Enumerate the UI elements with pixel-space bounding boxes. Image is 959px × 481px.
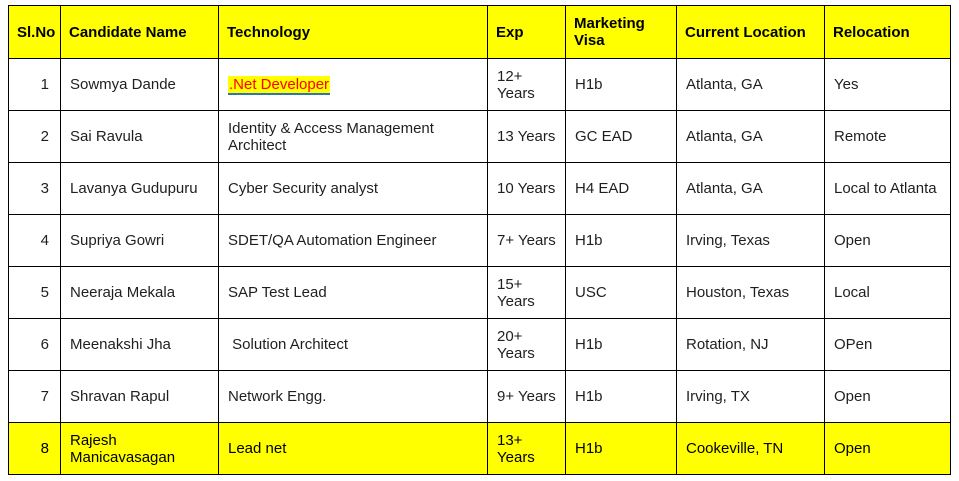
cell-candidate-name: Neeraja Mekala xyxy=(60,266,219,319)
cell-exp: 9+ Years xyxy=(487,370,566,423)
cell-marketing-visa: GC EAD xyxy=(565,110,677,163)
table-row: 6 Meenakshi Jha Solution Architect 20+ Yea… xyxy=(8,318,951,371)
cell-marketing-visa: H4 EAD xyxy=(565,162,677,215)
table-body: 1 Sowmya Dande .Net Developer 12+ Years H1b A… xyxy=(8,58,951,475)
cell-relocation: Open xyxy=(824,370,951,423)
table-row: 4 Supriya Gowri SDET/QA Automation Enginee… xyxy=(8,214,951,267)
cell-marketing-visa: H1b xyxy=(565,58,677,111)
cell-marketing-visa: USC xyxy=(565,266,677,319)
cell-exp: 12+ Years xyxy=(487,58,566,111)
cell-marketing-visa: H1b xyxy=(565,318,677,371)
cell-sl-no: 2 xyxy=(8,110,61,163)
column-header-marketing-visa: Marketing Visa xyxy=(565,5,677,59)
cell-exp: 13 Years xyxy=(487,110,566,163)
cell-relocation: OPen xyxy=(824,318,951,371)
cell-candidate-name: Sowmya Dande xyxy=(60,58,219,111)
cell-candidate-name: Lavanya Gudupuru xyxy=(60,162,219,215)
cell-technology: SDET/QA Automation Engineer xyxy=(218,214,488,267)
cell-sl-no: 8 xyxy=(8,422,61,475)
cell-exp: 13+ Years xyxy=(487,422,566,475)
cell-exp: 10 Years xyxy=(487,162,566,215)
header-row: Sl.No Candidate Name Technology Exp Marketin… xyxy=(8,5,951,59)
candidates-table: Sl.No Candidate Name Technology Exp Marketin… xyxy=(8,5,951,475)
cell-current-location: Atlanta, GA xyxy=(676,162,825,215)
cell-candidate-name: Shravan Rapul xyxy=(60,370,219,423)
table-row: 2 Sai Ravula Identity & Access Management … xyxy=(8,110,951,163)
cell-sl-no: 4 xyxy=(8,214,61,267)
cell-technology: SAP Test Lead xyxy=(218,266,488,319)
cell-technology: Lead net xyxy=(218,422,488,475)
column-header-relocation: Relocation xyxy=(824,5,951,59)
cell-technology: .Net Developer xyxy=(218,58,488,111)
cell-technology: Identity & Access Management Architect xyxy=(218,110,488,163)
column-header-technology: Technology xyxy=(218,5,488,59)
table-row: 7 Shravan Rapul Network Engg. 9+ Years H1b Ir… xyxy=(8,370,951,423)
cell-sl-no: 1 xyxy=(8,58,61,111)
cell-current-location: Houston, Texas xyxy=(676,266,825,319)
cell-marketing-visa: H1b xyxy=(565,422,677,475)
cell-exp: 7+ Years xyxy=(487,214,566,267)
cell-sl-no: 5 xyxy=(8,266,61,319)
cell-current-location: Rotation, NJ xyxy=(676,318,825,371)
cell-relocation: Local to Atlanta xyxy=(824,162,951,215)
cell-technology: Solution Architect xyxy=(218,318,488,371)
cell-candidate-name: Rajesh Manicavasagan xyxy=(60,422,219,475)
cell-current-location: Atlanta, GA xyxy=(676,110,825,163)
column-header-current-location: Current Location xyxy=(676,5,825,59)
table-row: 5 Neeraja Mekala SAP Test Lead 15+ Years USC… xyxy=(8,266,951,319)
cell-relocation: Remote xyxy=(824,110,951,163)
cell-exp: 20+ Years xyxy=(487,318,566,371)
cell-current-location: Cookeville, TN xyxy=(676,422,825,475)
column-header-candidate-name: Candidate Name xyxy=(60,5,219,59)
cell-relocation: Open xyxy=(824,214,951,267)
cell-current-location: Irving, Texas xyxy=(676,214,825,267)
cell-current-location: Atlanta, GA xyxy=(676,58,825,111)
cell-technology: Network Engg. xyxy=(218,370,488,423)
cell-candidate-name: Supriya Gowri xyxy=(60,214,219,267)
cell-relocation: Yes xyxy=(824,58,951,111)
table-row: 1 Sowmya Dande .Net Developer 12+ Years H1b A… xyxy=(8,58,951,111)
table-row: 3 Lavanya Gudupuru Cyber Security analyst 1… xyxy=(8,162,951,215)
cell-sl-no: 7 xyxy=(8,370,61,423)
cell-sl-no: 6 xyxy=(8,318,61,371)
cell-marketing-visa: H1b xyxy=(565,214,677,267)
cell-marketing-visa: H1b xyxy=(565,370,677,423)
cell-candidate-name: Sai Ravula xyxy=(60,110,219,163)
cell-current-location: Irving, TX xyxy=(676,370,825,423)
column-header-sl-no: Sl.No xyxy=(8,5,61,59)
cell-candidate-name: Meenakshi Jha xyxy=(60,318,219,371)
cell-technology: Cyber Security analyst xyxy=(218,162,488,215)
cell-relocation: Open xyxy=(824,422,951,475)
technology-link[interactable]: .Net Developer xyxy=(228,76,331,95)
cell-relocation: Local xyxy=(824,266,951,319)
column-header-exp: Exp xyxy=(487,5,566,59)
cell-sl-no: 3 xyxy=(8,162,61,215)
cell-exp: 15+ Years xyxy=(487,266,566,319)
table-row: 8 Rajesh Manicavasagan Lead net 13+ Years H1… xyxy=(8,422,951,475)
